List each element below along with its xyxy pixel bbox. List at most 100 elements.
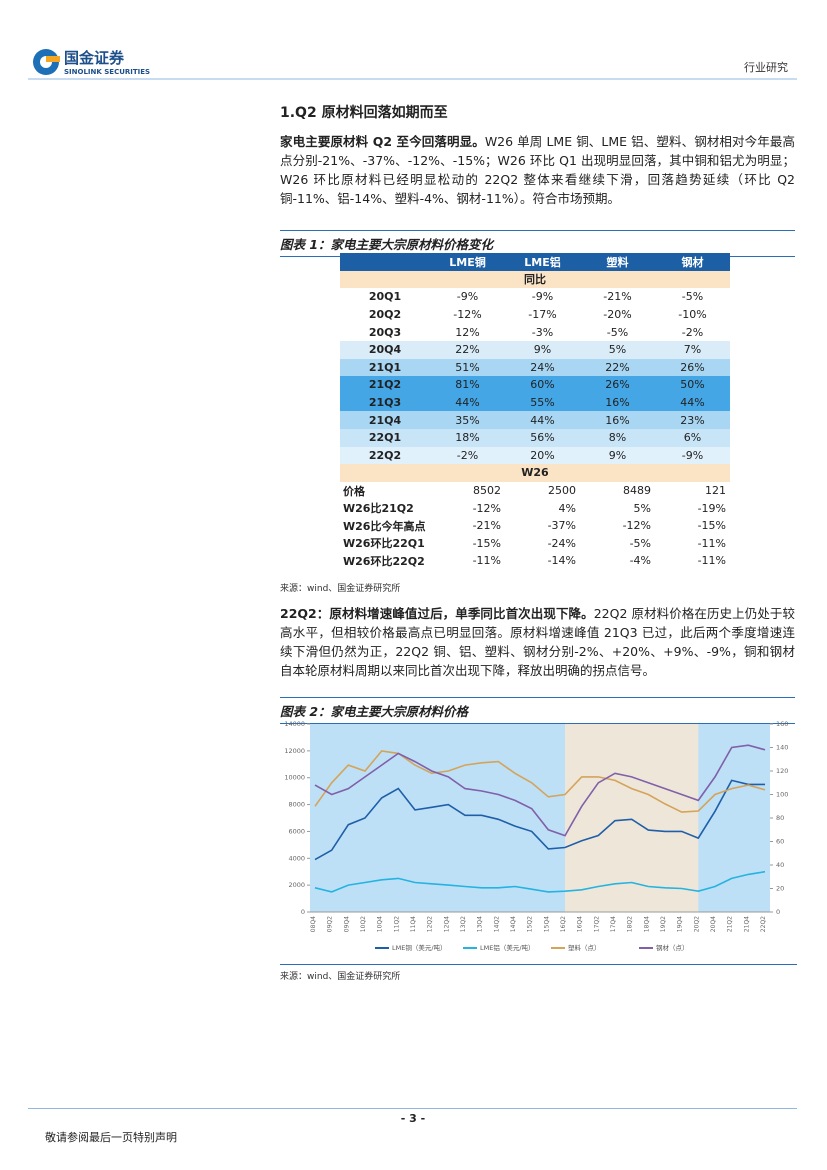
cell: 35%	[455, 413, 480, 427]
page-number: - 3 -	[400, 1112, 426, 1125]
x-tick-label: 11Q2	[393, 916, 400, 932]
cell: 20%	[530, 448, 555, 462]
text: W26 单周 LME 铜、LME 铝、塑料、钢材相对今年最高点分别-21%、-3…	[280, 134, 795, 206]
cell: -15%	[472, 536, 501, 550]
y-tick-label: 0	[301, 908, 305, 916]
cell: 23%	[680, 413, 705, 427]
y-tick-label: 2000	[288, 881, 305, 889]
cell: 7%	[683, 343, 702, 357]
row-label: 21Q4	[368, 413, 402, 427]
cell: -12%	[472, 501, 501, 515]
lead: 22Q2：原材料增速峰值过后，单季同比首次出现下降。	[280, 606, 594, 621]
x-tick-label: 09Q2	[327, 916, 334, 932]
row: W26比21Q2 -12% 4% 5% -19%	[340, 499, 730, 517]
cell: -2%	[456, 448, 479, 462]
cell: 12%	[455, 325, 480, 339]
category: 行业研究	[744, 60, 788, 74]
x-tick-label: 19Q2	[660, 916, 667, 932]
cell: 44%	[455, 396, 480, 410]
cell: -3%	[531, 325, 554, 339]
y2-tick-label: 100	[776, 791, 788, 799]
row-label: W26比21Q2	[343, 502, 414, 516]
row: 20Q4 22% 9% 5% 7%	[340, 340, 730, 359]
row: 22Q1 18% 56% 8% 6%	[340, 428, 730, 447]
header: 国金证券 SINOLINK SECURITIES 行业研究	[28, 49, 797, 80]
row: 价格 8502 2500 8489 121	[340, 481, 730, 500]
series-line	[314, 750, 766, 813]
cell: 16%	[605, 413, 630, 427]
y-tick-label: 8000	[288, 801, 305, 809]
cell: 26%	[605, 378, 630, 392]
x-tick-label: 10Q4	[377, 916, 384, 932]
row-label: 21Q1	[368, 360, 402, 374]
row: 22Q2 -2% 20% 9% -9%	[340, 446, 730, 465]
cell: -5%	[629, 536, 651, 550]
cell: 22%	[605, 360, 630, 374]
x-tick-label: 12Q2	[427, 916, 434, 932]
y2-tick-label: 120	[776, 767, 788, 775]
y2-tick-label: 80	[776, 814, 784, 822]
cell: -21%	[603, 290, 632, 304]
section: 同比 20Q1 -9% -9% -21% -5% 20Q2 -12% -17% -20% -10% 2…	[340, 270, 730, 465]
y-tick-label: 10000	[284, 774, 305, 782]
cell: 5%	[633, 501, 651, 515]
rule	[280, 964, 797, 965]
x-tick-label: 21Q4	[743, 916, 750, 932]
y-tick-label: 14000	[284, 720, 305, 728]
cell: -12%	[622, 519, 651, 533]
cell: -19%	[697, 501, 726, 515]
cell: 6%	[683, 431, 702, 445]
y2-tick-label: 0	[776, 908, 780, 916]
row: W26比今年高点 -21% -37% -12% -15%	[340, 516, 730, 535]
x-tick-label: 12Q4	[443, 916, 450, 932]
cell: -21%	[472, 519, 501, 533]
cell: 56%	[530, 431, 555, 445]
row-label: 20Q1	[368, 290, 402, 304]
section-title: W26	[340, 464, 730, 482]
x-tick-label: 20Q2	[693, 916, 700, 932]
y2-tick-label: 20	[776, 885, 784, 893]
series-line	[314, 870, 766, 893]
caption: 图表 2：家电主要大宗原材料价格	[280, 697, 795, 724]
cell: 24%	[530, 360, 555, 374]
cell: 9%	[533, 343, 552, 357]
cell: -9%	[456, 290, 479, 304]
cell: -17%	[528, 308, 557, 322]
header-row: LME铜 LME铝 塑料 钢材	[340, 253, 730, 271]
row-label: W26比今年高点	[343, 519, 426, 533]
row-label: 20Q2	[368, 308, 402, 322]
cell: -4%	[629, 554, 651, 568]
cell: -10%	[678, 308, 707, 322]
cell: 44%	[680, 396, 705, 410]
legend-label: 钢材（点）	[656, 943, 689, 952]
cell: 26%	[680, 360, 705, 374]
x-tick-label: 14Q2	[493, 916, 500, 932]
column-header: 钢材	[681, 255, 704, 269]
x-tick-label: 16Q2	[560, 916, 567, 932]
series-line	[314, 744, 766, 837]
y2-tick-label: 140	[776, 744, 788, 752]
shaded-range	[565, 724, 699, 912]
x-tick-label: 08Q4	[310, 916, 317, 932]
cell: -12%	[453, 308, 482, 322]
cell: 121	[705, 484, 726, 498]
footer-line	[28, 1108, 797, 1109]
cell: -11%	[472, 554, 501, 568]
x-tick-label: 15Q2	[527, 916, 534, 932]
section-title: 1.Q2 原材料回落如期而至	[280, 105, 448, 121]
table: LME铜 LME铝 塑料 钢材 同比 20Q1 -9% -9% -21% -5% 20Q2 -12% -…	[340, 253, 730, 570]
logo-accent	[46, 56, 60, 62]
row-label: 21Q2	[368, 378, 402, 392]
x-tick-label: 18Q4	[643, 916, 650, 932]
cell: 8%	[608, 431, 627, 445]
legend-label: 塑料（点）	[568, 943, 601, 952]
cell: -15%	[697, 519, 726, 533]
cell: 9%	[608, 448, 627, 462]
column-header: 塑料	[606, 255, 629, 269]
cell: 18%	[455, 431, 480, 445]
cell: 44%	[530, 413, 555, 427]
chart: 0 2000 4000 6000 8000 10000 12000 14000 0 20 40 60 8…	[284, 720, 788, 952]
cell: 55%	[530, 396, 555, 410]
cell: -14%	[547, 554, 576, 568]
